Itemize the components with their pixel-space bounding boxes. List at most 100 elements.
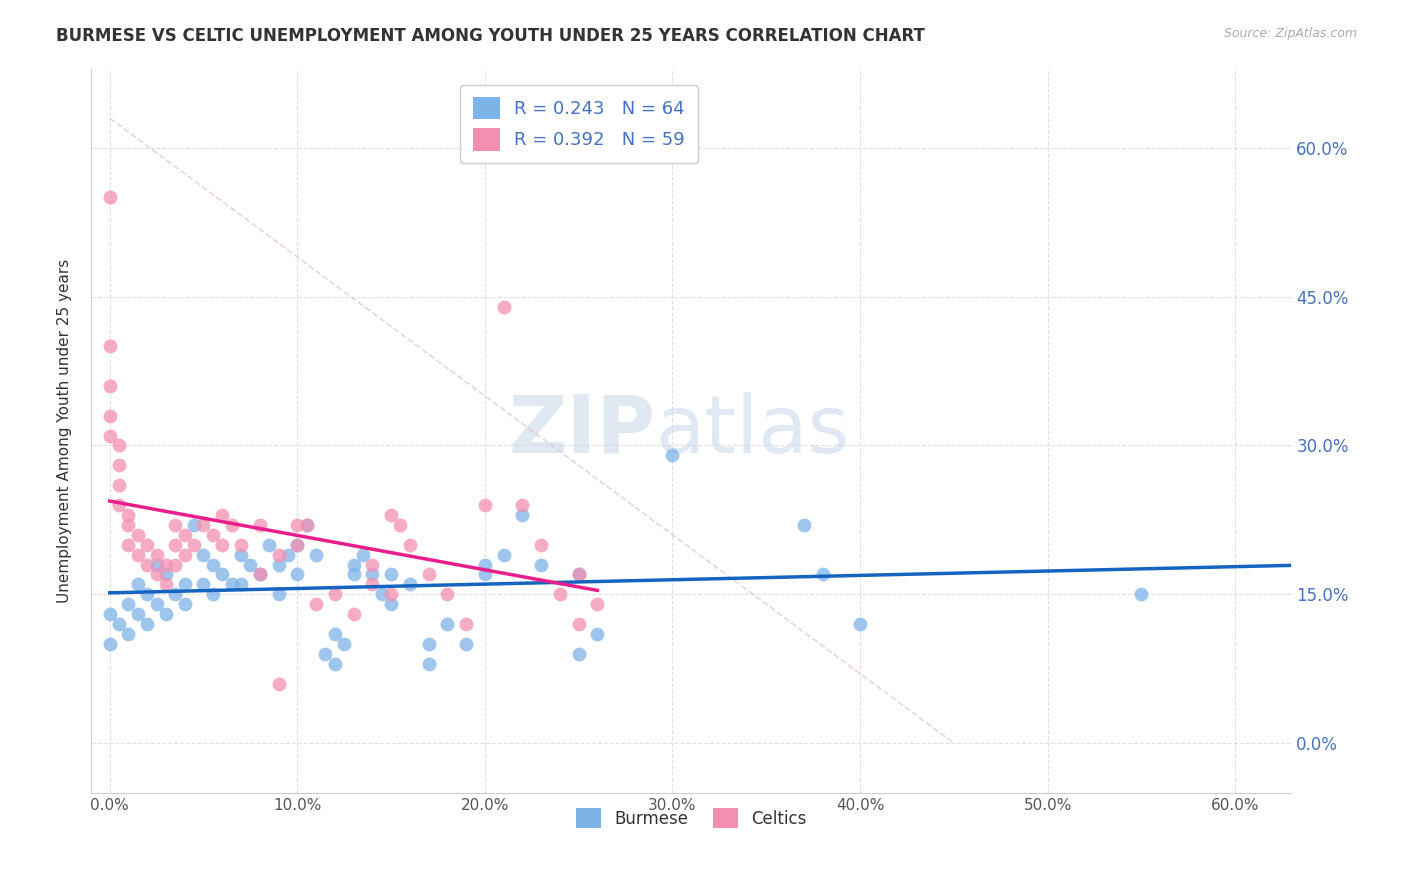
Point [127, 607, 149, 621]
Point [155, 558, 177, 572]
Point [193, 517, 215, 532]
Point [295, 517, 318, 532]
Point [323, 587, 346, 601]
Point [98, 379, 121, 393]
Point [370, 587, 392, 601]
Point [474, 567, 496, 582]
Point [586, 597, 609, 611]
Point [492, 548, 515, 562]
Point [418, 637, 440, 651]
Point [342, 607, 364, 621]
Point [257, 538, 280, 552]
Point [380, 587, 402, 601]
Point [117, 627, 139, 641]
Point [285, 538, 308, 552]
Point [474, 498, 496, 512]
Point [530, 558, 553, 572]
Point [512, 508, 534, 522]
Point [793, 517, 815, 532]
Point [98, 607, 121, 621]
Point [267, 676, 290, 690]
Point [145, 548, 167, 562]
Point [127, 548, 149, 562]
Point [155, 607, 177, 621]
Point [586, 627, 609, 641]
Point [285, 517, 308, 532]
Point [380, 567, 402, 582]
Point [145, 567, 167, 582]
Point [229, 538, 252, 552]
Point [323, 657, 346, 671]
Point [173, 597, 195, 611]
Point [811, 567, 834, 582]
Point [249, 517, 271, 532]
Point [512, 498, 534, 512]
Point [193, 577, 215, 591]
Point [285, 538, 308, 552]
Point [108, 617, 131, 632]
Point [221, 517, 243, 532]
Point [117, 508, 139, 522]
Point [155, 577, 177, 591]
Point [249, 567, 271, 582]
Point [568, 647, 591, 661]
Point [277, 548, 299, 562]
Point [108, 498, 131, 512]
Point [165, 538, 187, 552]
Point [98, 428, 121, 442]
Point [155, 567, 177, 582]
Point [568, 567, 591, 582]
Point [117, 538, 139, 552]
Text: atlas: atlas [655, 392, 849, 469]
Point [211, 508, 233, 522]
Text: BURMESE VS CELTIC UNEMPLOYMENT AMONG YOUTH UNDER 25 YEARS CORRELATION CHART: BURMESE VS CELTIC UNEMPLOYMENT AMONG YOU… [56, 27, 925, 45]
Point [173, 527, 195, 541]
Text: Source: ZipAtlas.com: Source: ZipAtlas.com [1223, 27, 1357, 40]
Point [398, 577, 420, 591]
Point [661, 449, 683, 463]
Point [398, 538, 420, 552]
Point [849, 617, 872, 632]
Point [127, 577, 149, 591]
Point [456, 617, 478, 632]
Point [568, 617, 591, 632]
Y-axis label: Unemployment Among Youth under 25 years: Unemployment Among Youth under 25 years [58, 259, 72, 603]
Point [108, 478, 131, 492]
Point [436, 617, 458, 632]
Point [201, 587, 224, 601]
Point [295, 517, 318, 532]
Point [117, 517, 139, 532]
Point [229, 577, 252, 591]
Point [380, 597, 402, 611]
Point [323, 627, 346, 641]
Point [98, 339, 121, 353]
Point [361, 567, 384, 582]
Point [267, 587, 290, 601]
Point [98, 409, 121, 423]
Point [456, 637, 478, 651]
Point [342, 567, 364, 582]
Point [568, 567, 591, 582]
Point [418, 657, 440, 671]
Point [342, 558, 364, 572]
Point [1130, 587, 1153, 601]
Text: ZIP: ZIP [508, 392, 655, 469]
Point [380, 508, 402, 522]
Point [145, 597, 167, 611]
Point [136, 587, 159, 601]
Point [361, 577, 384, 591]
Point [98, 190, 121, 204]
Point [389, 517, 412, 532]
Point [221, 577, 243, 591]
Point [436, 587, 458, 601]
Point [333, 637, 356, 651]
Point [173, 548, 195, 562]
Point [229, 548, 252, 562]
Point [183, 517, 205, 532]
Point [173, 577, 195, 591]
Point [418, 567, 440, 582]
Point [127, 527, 149, 541]
Point [267, 558, 290, 572]
Point [305, 548, 328, 562]
Point [145, 558, 167, 572]
